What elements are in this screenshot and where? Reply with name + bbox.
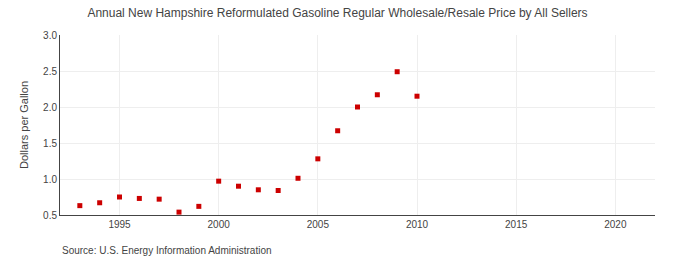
svg-text:2.5: 2.5 bbox=[43, 66, 57, 77]
svg-text:3.0: 3.0 bbox=[43, 30, 57, 41]
svg-text:1.0: 1.0 bbox=[43, 174, 57, 185]
svg-text:2015: 2015 bbox=[505, 219, 528, 230]
svg-text:1.5: 1.5 bbox=[43, 138, 57, 149]
svg-text:2.0: 2.0 bbox=[43, 102, 57, 113]
svg-text:2020: 2020 bbox=[604, 219, 627, 230]
svg-text:Annual New Hampshire Reformula: Annual New Hampshire Reformulated Gasoli… bbox=[87, 6, 587, 20]
svg-text:2000: 2000 bbox=[208, 219, 231, 230]
svg-text:Dollars per Gallon: Dollars per Gallon bbox=[18, 81, 30, 169]
svg-text:2005: 2005 bbox=[307, 219, 330, 230]
svg-text:Source: U.S. Energy Informatio: Source: U.S. Energy Information Administ… bbox=[62, 245, 272, 256]
svg-text:2010: 2010 bbox=[406, 219, 429, 230]
svg-text:0.5: 0.5 bbox=[43, 210, 57, 221]
svg-text:1995: 1995 bbox=[108, 219, 131, 230]
